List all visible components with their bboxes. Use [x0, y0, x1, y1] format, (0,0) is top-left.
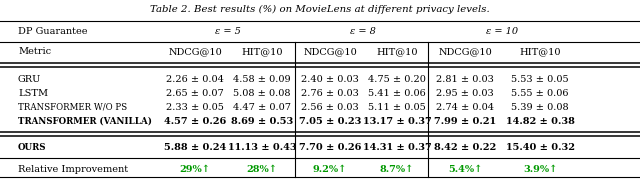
- Text: HIT@10: HIT@10: [519, 47, 561, 57]
- Text: 5.41 ± 0.06: 5.41 ± 0.06: [368, 88, 426, 98]
- Text: 9.2%↑: 9.2%↑: [313, 165, 347, 173]
- Text: TRANSFORMER (VANILLA): TRANSFORMER (VANILLA): [18, 117, 152, 125]
- Text: 4.57 ± 0.26: 4.57 ± 0.26: [164, 117, 226, 125]
- Text: 29%↑: 29%↑: [180, 165, 211, 173]
- Text: Relative Improvement: Relative Improvement: [18, 165, 128, 173]
- Text: 14.31 ± 0.37: 14.31 ± 0.37: [363, 144, 431, 153]
- Text: 5.88 ± 0.24: 5.88 ± 0.24: [164, 144, 226, 153]
- Text: 15.40 ± 0.32: 15.40 ± 0.32: [506, 144, 575, 153]
- Text: 2.56 ± 0.03: 2.56 ± 0.03: [301, 103, 359, 112]
- Text: 8.7%↑: 8.7%↑: [380, 165, 414, 173]
- Text: 8.42 ± 0.22: 8.42 ± 0.22: [434, 144, 496, 153]
- Text: 2.81 ± 0.03: 2.81 ± 0.03: [436, 74, 494, 83]
- Text: 2.40 ± 0.03: 2.40 ± 0.03: [301, 74, 359, 83]
- Text: DP Guarantee: DP Guarantee: [18, 26, 88, 35]
- Text: 11.13 ± 0.43: 11.13 ± 0.43: [228, 144, 296, 153]
- Text: 2.26 ± 0.04: 2.26 ± 0.04: [166, 74, 224, 83]
- Text: Metric: Metric: [18, 47, 51, 57]
- Text: ε = 10: ε = 10: [486, 26, 518, 35]
- Text: 14.82 ± 0.38: 14.82 ± 0.38: [506, 117, 575, 125]
- Text: 5.53 ± 0.05: 5.53 ± 0.05: [511, 74, 569, 83]
- Text: 5.55 ± 0.06: 5.55 ± 0.06: [511, 88, 569, 98]
- Text: 8.69 ± 0.53: 8.69 ± 0.53: [231, 117, 293, 125]
- Text: ε = 8: ε = 8: [350, 26, 376, 35]
- Text: Table 2. Best results (%) on MovieLens at different privacy levels.: Table 2. Best results (%) on MovieLens a…: [150, 4, 490, 14]
- Text: NDCG@10: NDCG@10: [438, 47, 492, 57]
- Text: 7.99 ± 0.21: 7.99 ± 0.21: [434, 117, 496, 125]
- Text: 5.08 ± 0.08: 5.08 ± 0.08: [233, 88, 291, 98]
- Text: 28%↑: 28%↑: [246, 165, 277, 173]
- Text: 4.47 ± 0.07: 4.47 ± 0.07: [233, 103, 291, 112]
- Text: 5.11 ± 0.05: 5.11 ± 0.05: [368, 103, 426, 112]
- Text: 3.9%↑: 3.9%↑: [523, 165, 557, 173]
- Text: 7.05 ± 0.23: 7.05 ± 0.23: [299, 117, 361, 125]
- Text: HIT@10: HIT@10: [241, 47, 283, 57]
- Text: NDCG@10: NDCG@10: [303, 47, 357, 57]
- Text: LSTM: LSTM: [18, 88, 48, 98]
- Text: 2.95 ± 0.03: 2.95 ± 0.03: [436, 88, 494, 98]
- Text: 2.65 ± 0.07: 2.65 ± 0.07: [166, 88, 224, 98]
- Text: 5.39 ± 0.08: 5.39 ± 0.08: [511, 103, 569, 112]
- Text: OURS: OURS: [18, 144, 47, 153]
- Text: 7.70 ± 0.26: 7.70 ± 0.26: [299, 144, 361, 153]
- Text: 4.58 ± 0.09: 4.58 ± 0.09: [233, 74, 291, 83]
- Text: ε = 5: ε = 5: [215, 26, 241, 35]
- Text: 2.76 ± 0.03: 2.76 ± 0.03: [301, 88, 359, 98]
- Text: TRANSFORMER W/O PS: TRANSFORMER W/O PS: [18, 103, 127, 112]
- Text: GRU: GRU: [18, 74, 42, 83]
- Text: NDCG@10: NDCG@10: [168, 47, 222, 57]
- Text: 5.4%↑: 5.4%↑: [448, 165, 482, 173]
- Text: HIT@10: HIT@10: [376, 47, 418, 57]
- Text: 2.74 ± 0.04: 2.74 ± 0.04: [436, 103, 494, 112]
- Text: 4.75 ± 0.20: 4.75 ± 0.20: [368, 74, 426, 83]
- Text: 2.33 ± 0.05: 2.33 ± 0.05: [166, 103, 224, 112]
- Text: 13.17 ± 0.37: 13.17 ± 0.37: [363, 117, 431, 125]
